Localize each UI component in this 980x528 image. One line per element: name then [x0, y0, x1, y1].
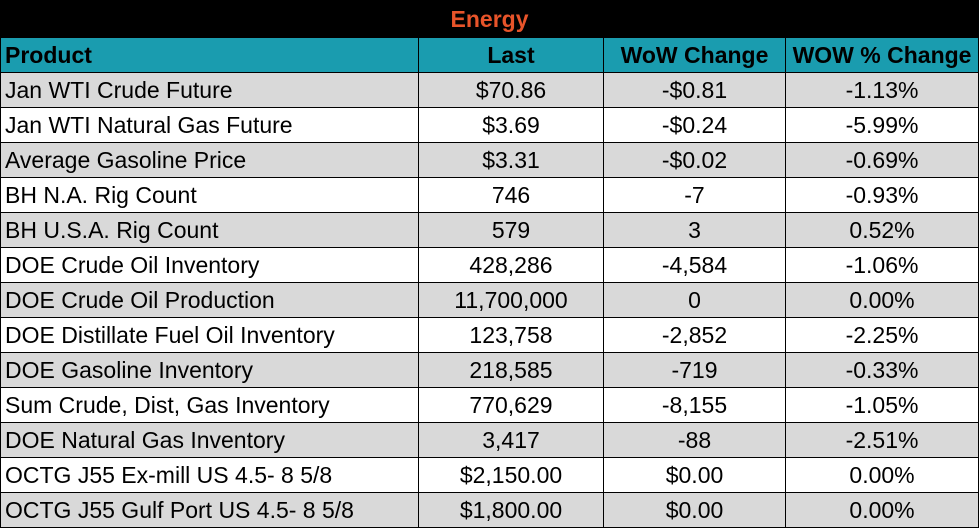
cell-product: DOE Distillate Fuel Oil Inventory [0, 317, 419, 353]
cell-product: Sum Crude, Dist, Gas Inventory [0, 387, 419, 423]
cell-last: 218,585 [418, 352, 604, 388]
cell-product: Jan WTI Crude Future [0, 72, 419, 108]
cell-last: 428,286 [418, 247, 604, 283]
table-row: OCTG J55 Gulf Port US 4.5- 8 5/8 $1,800.0… [0, 492, 980, 528]
cell-wow-pct-change: 0.00% [784, 492, 980, 528]
cell-wow-change: -$0.02 [603, 142, 786, 178]
title-row: Energy [0, 0, 980, 38]
cell-last: $3.69 [418, 107, 604, 143]
cell-product: BH U.S.A. Rig Count [0, 212, 419, 248]
cell-wow-pct-change: -5.99% [784, 107, 980, 143]
cell-wow-change: $0.00 [603, 492, 786, 528]
table-row: DOE Crude Oil Inventory 428,286 -4,584 -1.0… [0, 247, 980, 283]
cell-wow-pct-change: -1.05% [784, 387, 980, 423]
cell-last: 11,700,000 [418, 282, 604, 318]
cell-wow-pct-change: -0.93% [784, 177, 980, 213]
cell-wow-change: 0 [603, 282, 786, 318]
cell-wow-pct-change: -2.25% [784, 317, 980, 353]
cell-last: 3,417 [418, 422, 604, 458]
cell-last: $70.86 [418, 72, 604, 108]
cell-wow-change: $0.00 [603, 457, 786, 493]
cell-wow-pct-change: -0.69% [784, 142, 980, 178]
cell-wow-pct-change: -2.51% [784, 422, 980, 458]
table-title: Energy [0, 0, 980, 38]
column-header-wow-change: WoW Change [603, 37, 786, 73]
table-row: Sum Crude, Dist, Gas Inventory 770,629 -8,… [0, 387, 980, 423]
cell-last: $3.31 [418, 142, 604, 178]
table-row: DOE Natural Gas Inventory 3,417 -88 -2.51% [0, 422, 980, 458]
cell-product: BH N.A. Rig Count [0, 177, 419, 213]
header-row: Product Last WoW Change WOW % Change [0, 37, 980, 73]
cell-wow-change: -$0.24 [603, 107, 786, 143]
table-body: Jan WTI Crude Future $70.86 -$0.81 -1.13% Ja… [0, 72, 980, 528]
cell-product: DOE Crude Oil Inventory [0, 247, 419, 283]
cell-wow-pct-change: -1.13% [784, 72, 980, 108]
cell-product: Jan WTI Natural Gas Future [0, 107, 419, 143]
cell-wow-change: 3 [603, 212, 786, 248]
cell-wow-pct-change: 0.52% [784, 212, 980, 248]
cell-last: 770,629 [418, 387, 604, 423]
table-row: Jan WTI Crude Future $70.86 -$0.81 -1.13% [0, 72, 980, 108]
cell-product: OCTG J55 Gulf Port US 4.5- 8 5/8 [0, 492, 419, 528]
cell-wow-pct-change: -1.06% [784, 247, 980, 283]
cell-last: 579 [418, 212, 604, 248]
table-row: OCTG J55 Ex-mill US 4.5- 8 5/8 $2,150.00 $… [0, 457, 980, 493]
column-header-wow-pct-change: WOW % Change [784, 37, 980, 73]
cell-product: DOE Natural Gas Inventory [0, 422, 419, 458]
cell-wow-change: -88 [603, 422, 786, 458]
cell-product: DOE Gasoline Inventory [0, 352, 419, 388]
table-row: DOE Crude Oil Production 11,700,000 0 0.00% [0, 282, 980, 318]
cell-last: 746 [418, 177, 604, 213]
table-row: Jan WTI Natural Gas Future $3.69 -$0.24 -5.… [0, 107, 980, 143]
cell-last: $1,800.00 [418, 492, 604, 528]
cell-wow-change: -2,852 [603, 317, 786, 353]
table-row: BH N.A. Rig Count 746 -7 -0.93% [0, 177, 980, 213]
column-header-last: Last [418, 37, 604, 73]
cell-product: Average Gasoline Price [0, 142, 419, 178]
cell-wow-change: -719 [603, 352, 786, 388]
cell-wow-pct-change: 0.00% [784, 457, 980, 493]
cell-wow-change: -7 [603, 177, 786, 213]
cell-last: $2,150.00 [418, 457, 604, 493]
cell-last: 123,758 [418, 317, 604, 353]
table-row: Average Gasoline Price $3.31 -$0.02 -0.69% [0, 142, 980, 178]
table-row: DOE Gasoline Inventory 218,585 -719 -0.33% [0, 352, 980, 388]
cell-wow-pct-change: 0.00% [784, 282, 980, 318]
cell-wow-pct-change: -0.33% [784, 352, 980, 388]
table-row: DOE Distillate Fuel Oil Inventory 123,758… [0, 317, 980, 353]
column-header-product: Product [0, 37, 419, 73]
cell-wow-change: -$0.81 [603, 72, 786, 108]
cell-wow-change: -4,584 [603, 247, 786, 283]
table-row: BH U.S.A. Rig Count 579 3 0.52% [0, 212, 980, 248]
cell-wow-change: -8,155 [603, 387, 786, 423]
cell-product: OCTG J55 Ex-mill US 4.5- 8 5/8 [0, 457, 419, 493]
cell-product: DOE Crude Oil Production [0, 282, 419, 318]
